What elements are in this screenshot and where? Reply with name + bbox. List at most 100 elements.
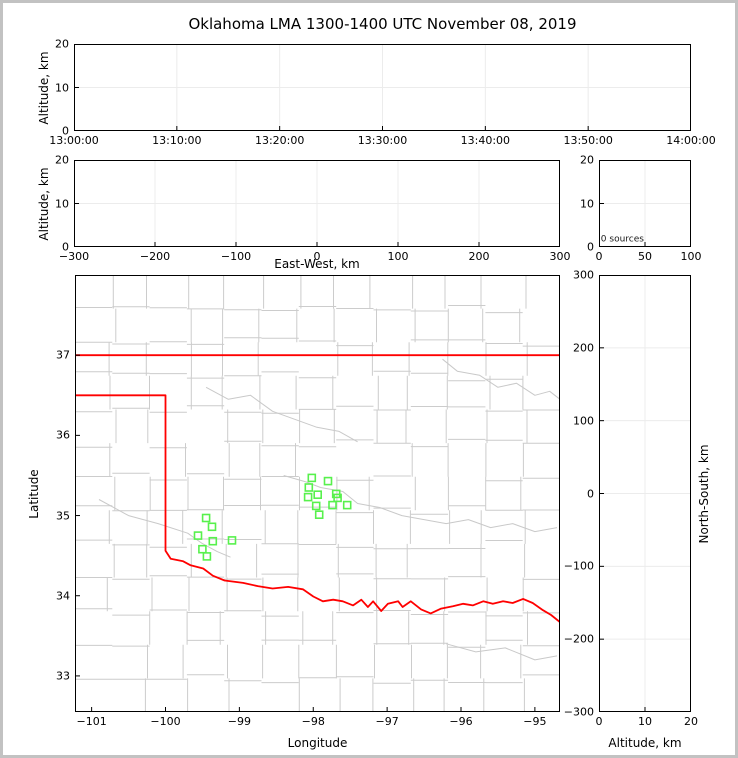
tick-label-y: 10 — [580, 197, 594, 210]
county-boundaries — [480, 275, 491, 712]
county-boundaries — [75, 370, 523, 382]
tick-label-x: −99 — [227, 715, 251, 728]
axis-label-y: Altitude, km — [37, 50, 51, 125]
tick-label-y: 10 — [55, 81, 69, 94]
lma-station-marker — [208, 536, 218, 546]
tick-label-y: 0 — [62, 124, 69, 138]
tick-label-x: 14:00:00 — [666, 134, 716, 147]
lma-station-marker — [307, 473, 317, 483]
tick-label-y: 10 — [55, 197, 69, 210]
county-boundaries — [182, 275, 192, 712]
tick-label-y: 34 — [56, 589, 70, 603]
lma-station-marker — [201, 513, 211, 523]
tick-label-x: 13:50:00 — [563, 134, 613, 147]
axis-label-y: Latitude — [27, 468, 41, 519]
axis-label-x: East-West, km — [274, 257, 360, 271]
lma-station-marker — [304, 483, 314, 492]
river-arkansas — [442, 358, 560, 400]
panel-source-histogram: 0 sources — [599, 160, 691, 247]
lma-station-marker — [333, 493, 342, 503]
tick-label-x: −100 — [220, 250, 252, 263]
axis-label-y: Altitude, km — [37, 166, 51, 241]
tick-label-y: −200 — [563, 632, 594, 646]
tick-label-y: 0 — [587, 487, 594, 500]
tick-label-x: 100 — [680, 250, 702, 263]
axis-label-x: Longitude — [287, 736, 348, 750]
tick-label-x: −200 — [139, 250, 171, 263]
river-canadian — [283, 475, 558, 533]
oklahoma-north-border — [75, 354, 560, 381]
tick-label-y: 0 — [587, 240, 594, 254]
lma-station-marker — [207, 522, 217, 532]
county-boundaries — [368, 275, 379, 712]
tick-label-x: 13:30:00 — [357, 134, 408, 147]
lma-station-marker — [311, 501, 321, 511]
county-boundaries — [405, 275, 416, 712]
tick-label-x: −300 — [58, 250, 90, 263]
county-boundaries — [75, 504, 560, 515]
tick-label-x: 100 — [387, 250, 409, 263]
tick-label-y: 0 — [62, 240, 69, 254]
county-boundaries — [75, 438, 560, 449]
tick-label-x: −96 — [449, 715, 473, 728]
river-north-fork-red — [98, 499, 231, 558]
tick-label-x: 13:10:00 — [152, 134, 202, 147]
lma-station-marker — [342, 500, 352, 510]
tick-label-x: 300 — [549, 250, 571, 263]
tick-label-y: 200 — [573, 341, 594, 355]
county-boundaries — [75, 472, 560, 482]
county-boundaries — [219, 275, 230, 712]
county-boundaries — [75, 405, 560, 414]
panel-north-south-vs-altitude — [599, 275, 691, 712]
county-boundaries — [443, 275, 451, 712]
figure-title: Oklahoma LMA 1300-1400 UTC November 08, … — [188, 15, 577, 33]
lma-station-marker — [202, 552, 212, 561]
county-boundaries — [75, 538, 523, 550]
tick-label-y: 20 — [55, 37, 69, 51]
county-boundaries — [75, 305, 523, 314]
tick-label-x: 10 — [638, 715, 652, 728]
tick-label-y: 35 — [56, 509, 70, 523]
county-boundaries — [332, 275, 341, 712]
tick-label-y: 20 — [580, 153, 594, 167]
county-boundaries — [75, 639, 560, 648]
lma-station-marker — [227, 536, 237, 545]
tick-label-x: 0 — [595, 715, 603, 728]
oklahoma-panhandle-and-red-river-border — [75, 394, 560, 623]
river-cimarron — [205, 386, 358, 443]
tick-label-x: −100 — [150, 715, 181, 728]
river-sulphur — [446, 643, 558, 661]
panel-plan-view-map — [75, 275, 560, 712]
tick-label-x: −101 — [76, 715, 107, 728]
lma-station-marker — [303, 492, 313, 502]
tick-label-y: 300 — [573, 268, 594, 282]
panel-altitude-vs-time — [74, 44, 691, 131]
lma-station-marker — [198, 544, 207, 554]
tick-label-x: 20 — [684, 715, 698, 728]
panel-altitude-vs-east-west — [74, 160, 560, 247]
tick-label-y: 33 — [56, 669, 70, 683]
tick-label-y: 36 — [56, 428, 70, 442]
tick-label-x: 13:00:00 — [49, 134, 99, 147]
county-boundaries — [75, 337, 560, 347]
county-boundaries — [75, 608, 560, 617]
axis-label-y-right: North-South, km — [697, 443, 711, 544]
tick-label-y: 100 — [573, 414, 594, 428]
tick-label-x: 50 — [638, 250, 652, 263]
source-count-annotation: 0 sources — [601, 234, 644, 244]
county-boundaries — [519, 275, 528, 712]
county-boundaries — [106, 275, 117, 612]
lma-station-marker — [193, 531, 203, 540]
lma-station-marker — [313, 490, 322, 499]
county-boundaries — [75, 573, 560, 580]
tick-label-y: 20 — [55, 153, 69, 167]
axis-label-x: Altitude, km — [608, 736, 682, 750]
tick-label-x: 200 — [468, 250, 490, 263]
tick-label-x: −95 — [523, 715, 547, 728]
lma-station-marker — [314, 510, 324, 519]
county-boundaries — [75, 674, 560, 684]
county-boundaries — [256, 275, 267, 679]
tick-label-x: 13:40:00 — [460, 134, 511, 147]
lma-station-marker — [328, 500, 337, 510]
